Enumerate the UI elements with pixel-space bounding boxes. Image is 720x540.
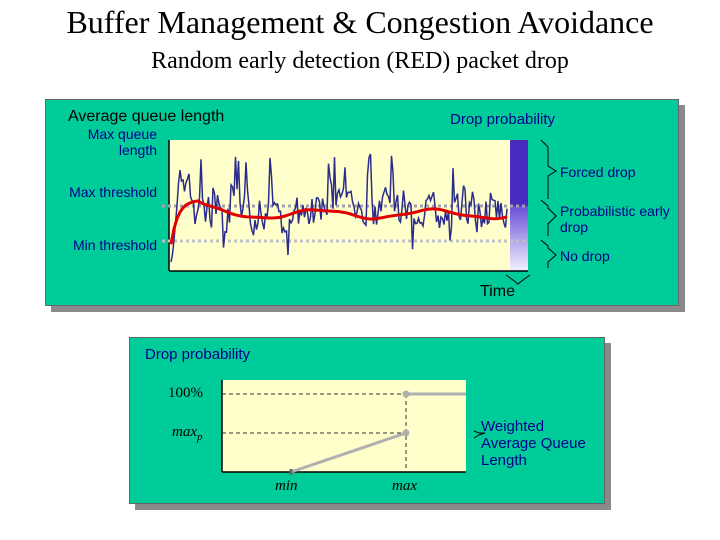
time-brace (505, 274, 531, 285)
page-subtitle: Random early detection (RED) packet drop (151, 48, 569, 74)
p100-point (402, 390, 410, 398)
min-label: min (275, 478, 298, 494)
weighted-avg-label: Weighted Average Queue Length (481, 418, 586, 469)
min-threshold-label: Min threshold (72, 237, 157, 253)
average-queue-line (169, 199, 508, 245)
average-queue-length-label: Average queue length (68, 108, 225, 125)
forced-drop-label: Forced drop (560, 164, 636, 180)
page-title: Buffer Management & Congestion Avoidance (66, 4, 654, 40)
bottom-drop-probability-label: Drop probability (145, 346, 251, 363)
time-label: Time (480, 283, 515, 300)
max-queue-length-label: Max queue length (87, 126, 157, 158)
probabilistic-early-drop-label: Probabilistic early drop (560, 203, 670, 235)
instantaneous-queue-line (170, 153, 508, 263)
no-drop-brace (540, 239, 557, 268)
maxp-point (402, 429, 410, 437)
forced-drop-bar (510, 140, 528, 206)
maxp-label: maxp (172, 424, 203, 443)
max-label: max (392, 478, 417, 494)
max-threshold-label: Max threshold (69, 184, 157, 200)
forced-drop-brace (540, 139, 557, 199)
p100-label: 100% (168, 385, 203, 401)
probabilistic-drop-bar (510, 206, 528, 271)
drop-probability-label: Drop probability (450, 111, 556, 128)
early-drop-brace (540, 199, 557, 236)
linear-ramp (290, 431, 407, 474)
no-drop-label: No drop (560, 248, 610, 264)
weighted-avg-pointer (473, 430, 486, 439)
